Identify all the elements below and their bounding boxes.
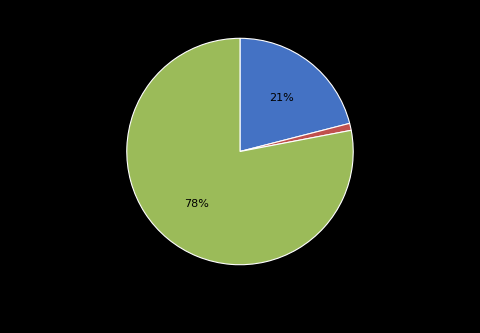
Wedge shape [240, 38, 349, 152]
Text: 21%: 21% [269, 93, 294, 103]
Wedge shape [240, 123, 351, 152]
Wedge shape [127, 38, 353, 265]
Text: 78%: 78% [184, 199, 209, 209]
